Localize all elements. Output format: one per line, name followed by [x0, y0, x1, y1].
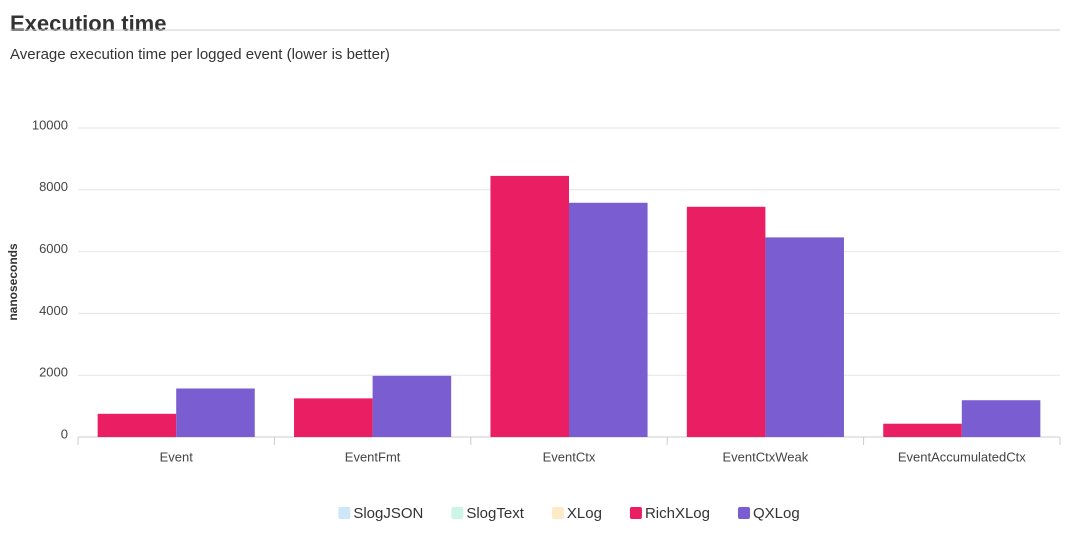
- bar: [686, 206, 766, 437]
- bar: [372, 375, 452, 437]
- legend-label: RichXLog: [645, 505, 710, 522]
- bar: [176, 388, 255, 437]
- y-tick-label: 2000: [39, 365, 68, 380]
- legend-swatch: [551, 507, 564, 519]
- y-tick-label: 0: [61, 426, 68, 441]
- y-tick-label: 10000: [32, 117, 68, 132]
- legend-swatch: [737, 507, 750, 519]
- legend-label: XLog: [567, 505, 602, 522]
- bar: [765, 237, 844, 437]
- legend-label: SlogText: [466, 505, 524, 522]
- x-tick-label: Event: [160, 449, 194, 464]
- bar: [883, 423, 962, 437]
- legend-swatch: [451, 507, 464, 519]
- y-tick-label: 6000: [39, 241, 68, 256]
- legend-label: SlogJSON: [353, 505, 423, 522]
- legend-label: QXLog: [753, 505, 800, 522]
- chart-title: Execution time: [10, 11, 166, 36]
- bar: [97, 413, 177, 437]
- legend-swatch: [629, 507, 642, 519]
- x-tick-label: EventFmt: [345, 449, 401, 464]
- bar: [490, 175, 569, 437]
- bar: [961, 400, 1041, 437]
- x-tick-label: EventCtxWeak: [723, 449, 809, 464]
- x-tick-label: EventCtx: [543, 449, 596, 464]
- y-axis-label: nanoseconds: [6, 243, 20, 321]
- bar: [569, 202, 648, 437]
- y-tick-label: 8000: [39, 179, 68, 194]
- x-tick-label: EventAccumulatedCtx: [898, 449, 1026, 464]
- bar: [294, 398, 373, 437]
- y-tick-label: 4000: [39, 303, 68, 318]
- legend-swatch: [338, 507, 351, 519]
- chart-subtitle: Average execution time per logged event …: [10, 46, 390, 63]
